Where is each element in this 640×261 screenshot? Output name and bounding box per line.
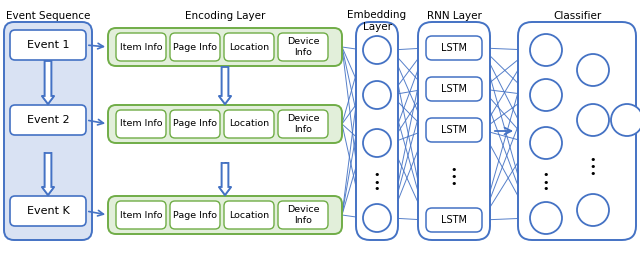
FancyBboxPatch shape xyxy=(278,33,328,61)
Circle shape xyxy=(530,34,562,66)
Text: Page Info: Page Info xyxy=(173,43,217,51)
FancyBboxPatch shape xyxy=(108,105,342,143)
Text: Page Info: Page Info xyxy=(173,211,217,220)
Circle shape xyxy=(577,104,609,136)
Text: Location: Location xyxy=(229,43,269,51)
Text: •: • xyxy=(374,170,380,181)
Text: •: • xyxy=(221,159,228,172)
FancyBboxPatch shape xyxy=(10,30,86,60)
Text: Event K: Event K xyxy=(27,206,69,216)
Text: •: • xyxy=(44,164,52,177)
Circle shape xyxy=(530,202,562,234)
Text: Page Info: Page Info xyxy=(173,120,217,128)
Polygon shape xyxy=(219,163,231,195)
Text: •: • xyxy=(451,179,457,189)
Text: •: • xyxy=(451,165,457,175)
FancyBboxPatch shape xyxy=(356,22,398,240)
Text: Embedding
Layer: Embedding Layer xyxy=(348,10,406,32)
FancyBboxPatch shape xyxy=(108,28,342,66)
Text: •: • xyxy=(44,157,52,170)
FancyBboxPatch shape xyxy=(426,36,482,60)
Text: •: • xyxy=(589,169,596,179)
FancyBboxPatch shape xyxy=(10,105,86,135)
Circle shape xyxy=(530,127,562,159)
Text: Location: Location xyxy=(229,211,269,220)
Text: •: • xyxy=(221,166,228,179)
Text: •: • xyxy=(374,177,380,187)
FancyBboxPatch shape xyxy=(10,196,86,226)
Polygon shape xyxy=(42,61,54,104)
FancyBboxPatch shape xyxy=(518,22,636,240)
Circle shape xyxy=(363,81,391,109)
Text: Location: Location xyxy=(229,120,269,128)
Text: Item Info: Item Info xyxy=(120,211,163,220)
Text: •: • xyxy=(374,185,380,194)
FancyBboxPatch shape xyxy=(224,33,274,61)
Text: Event 1: Event 1 xyxy=(27,40,69,50)
Polygon shape xyxy=(219,67,231,104)
FancyBboxPatch shape xyxy=(224,201,274,229)
Text: •: • xyxy=(221,173,228,186)
FancyBboxPatch shape xyxy=(170,201,220,229)
Text: •: • xyxy=(543,170,549,181)
FancyBboxPatch shape xyxy=(278,201,328,229)
Text: Item Info: Item Info xyxy=(120,43,163,51)
Text: LSTM: LSTM xyxy=(441,43,467,53)
Text: Classifier: Classifier xyxy=(553,11,601,21)
Text: RNN Layer: RNN Layer xyxy=(427,11,481,21)
FancyBboxPatch shape xyxy=(116,33,166,61)
Text: LSTM: LSTM xyxy=(441,84,467,94)
FancyBboxPatch shape xyxy=(418,22,490,240)
Text: •: • xyxy=(44,171,52,184)
Circle shape xyxy=(577,194,609,226)
FancyBboxPatch shape xyxy=(426,77,482,101)
Text: Item Info: Item Info xyxy=(120,120,163,128)
Circle shape xyxy=(363,204,391,232)
FancyBboxPatch shape xyxy=(116,201,166,229)
Text: Event Sequence: Event Sequence xyxy=(6,11,90,21)
FancyBboxPatch shape xyxy=(4,22,92,240)
Text: Device
Info: Device Info xyxy=(287,37,319,57)
Text: Event 2: Event 2 xyxy=(27,115,69,125)
Text: Device
Info: Device Info xyxy=(287,114,319,134)
Text: LSTM: LSTM xyxy=(441,215,467,225)
FancyBboxPatch shape xyxy=(108,196,342,234)
Text: •: • xyxy=(589,155,596,165)
FancyBboxPatch shape xyxy=(426,208,482,232)
Circle shape xyxy=(577,54,609,86)
Circle shape xyxy=(363,36,391,64)
Text: •: • xyxy=(543,185,549,194)
FancyBboxPatch shape xyxy=(170,110,220,138)
Circle shape xyxy=(530,79,562,111)
FancyBboxPatch shape xyxy=(170,33,220,61)
Text: •: • xyxy=(589,162,596,172)
FancyBboxPatch shape xyxy=(426,118,482,142)
Text: •: • xyxy=(451,172,457,182)
Text: Device
Info: Device Info xyxy=(287,205,319,225)
Circle shape xyxy=(611,104,640,136)
Polygon shape xyxy=(42,153,54,195)
FancyBboxPatch shape xyxy=(116,110,166,138)
Text: •: • xyxy=(543,177,549,187)
Text: LSTM: LSTM xyxy=(441,125,467,135)
Text: Encoding Layer: Encoding Layer xyxy=(185,11,265,21)
FancyBboxPatch shape xyxy=(278,110,328,138)
FancyBboxPatch shape xyxy=(224,110,274,138)
Circle shape xyxy=(363,129,391,157)
